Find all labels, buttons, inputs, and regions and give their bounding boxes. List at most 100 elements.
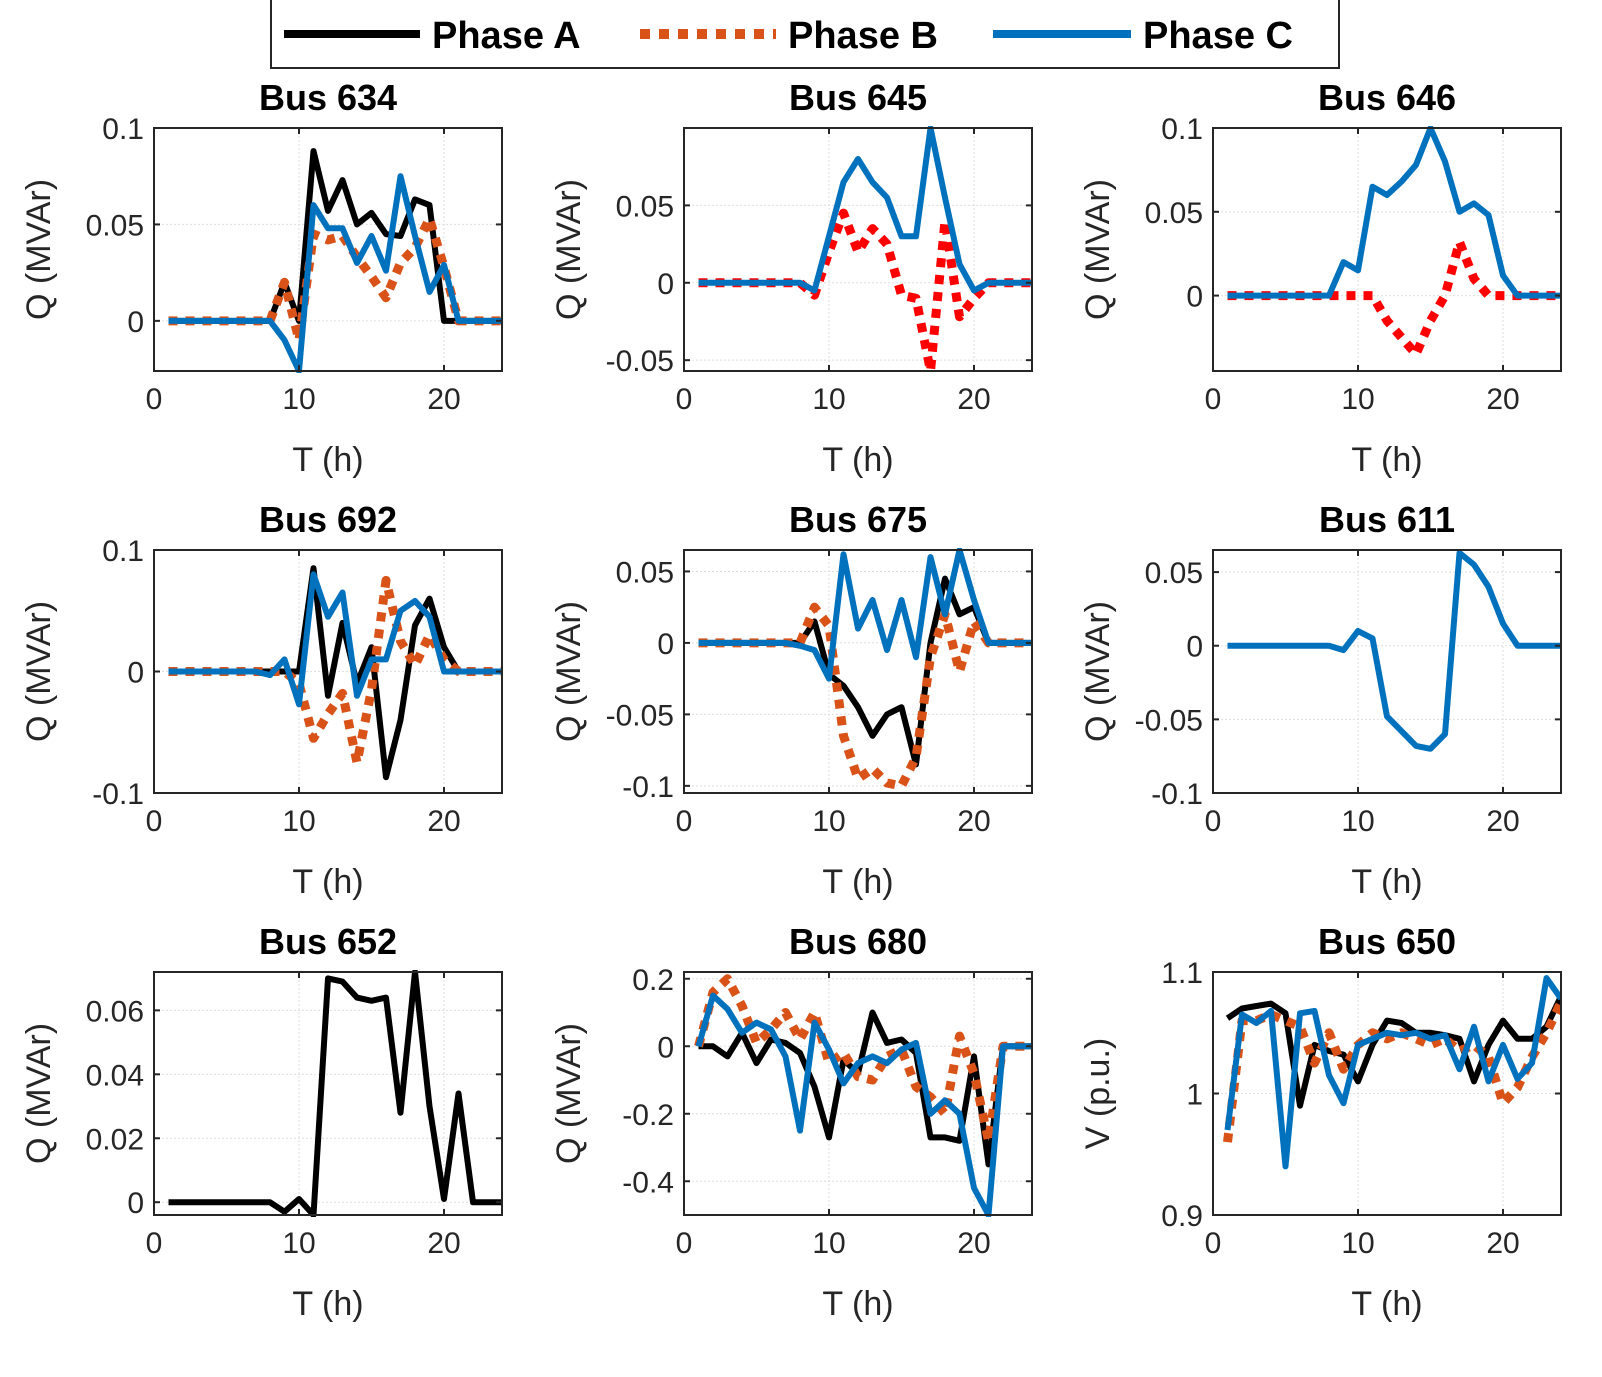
y-tick-label: 0.02 [86,1123,144,1156]
panel-title: Bus 634 [259,77,397,118]
y-tick-label: 0.2 [632,964,674,997]
axes-box [1212,549,1562,794]
panel-title: Bus 646 [1318,77,1456,118]
x-tick-label: 10 [282,383,315,416]
x-tick-label: 10 [282,805,315,838]
x-tick-label: 10 [812,805,845,838]
legend-label-phase-c: Phase C [1143,15,1293,57]
x-tick-label: 0 [1205,805,1222,838]
y-tick-label: 1.1 [1161,957,1203,990]
x-tick-label: 10 [812,1227,845,1260]
y-tick-label: 0.1 [102,113,144,146]
series-line-phase-c [698,548,1032,682]
plot-area [1213,128,1561,371]
x-axis-label: T (h) [822,441,893,479]
plot-area [154,128,502,371]
y-axis-label: Q (MVAr) [550,179,588,320]
y-axis-label: V (p.u.) [1079,1038,1117,1149]
panel-title: Bus 680 [789,921,927,962]
series-line-phase-c [698,126,1032,294]
series-line-phase-c [168,173,502,373]
axes-box [1212,127,1562,372]
x-tick-label: 10 [1341,805,1374,838]
x-tick-label: 20 [957,1227,990,1260]
x-tick-label: 0 [676,1227,693,1260]
x-tick-label: 10 [1341,1227,1374,1260]
x-tick-label: 20 [427,383,460,416]
y-tick-label: 0.05 [616,556,674,589]
y-tick-label: -0.05 [606,345,674,378]
y-tick-label: 0.05 [616,190,674,223]
y-tick-label: -0.2 [622,1099,674,1132]
legend-label-phase-a: Phase A [432,15,581,57]
x-tick-label: 0 [676,383,693,416]
x-tick-label: 10 [812,383,845,416]
y-tick-label: 0 [657,268,674,301]
y-tick-label: 1 [1186,1079,1203,1112]
plot-area [684,550,1032,793]
y-axis-label: Q (MVAr) [20,179,58,320]
panel-bus-675: 0 10 20 -0.1 -0.05 0 0.05 Bus 675 T (h) Q (MVAr) [550,499,1033,901]
y-tick-label: 0.05 [86,209,144,242]
panel-title: Bus 650 [1318,921,1456,962]
panel-bus-611: 0 10 20 -0.1 -0.05 0 0.05 Bus 611 T (h) Q (MVAr) [1079,499,1562,901]
y-tick-label: 0 [127,306,144,339]
y-tick-label: -0.05 [606,699,674,732]
y-axis-label: Q (MVAr) [1079,601,1117,742]
x-axis-label: T (h) [822,1285,893,1323]
axes-box [153,127,503,372]
y-axis-label: Q (MVAr) [550,601,588,742]
panel-bus-634: 0 10 20 0 0.05 0.1 Bus 634 T (h) Q (MVAr) [20,77,503,479]
y-axis-label: Q (MVAr) [550,1023,588,1164]
x-tick-label: 10 [282,1227,315,1260]
x-axis-label: T (h) [1351,441,1422,479]
y-tick-label: 0.9 [1161,1200,1203,1233]
series-line-phase-c [1224,975,1561,1170]
axes-box [683,549,1033,794]
y-tick-label: 0 [657,628,674,661]
x-tick-label: 20 [1486,383,1519,416]
panel-bus-652: 0 10 20 0 0.02 0.04 0.06 Bus 652 T (h) Q (MVAr) [20,921,503,1323]
y-tick-label: 0.05 [1145,197,1203,230]
x-tick-label: 20 [427,1227,460,1260]
y-axis-label: Q (MVAr) [20,1023,58,1164]
y-axis-label: Q (MVAr) [20,601,58,742]
series-line-phase-c [695,992,1032,1217]
series-line-phase-b [694,974,1032,1146]
x-tick-label: 10 [1341,383,1374,416]
legend-label-phase-b: Phase B [788,15,938,57]
panel-title: Bus 645 [789,77,927,118]
y-tick-label: -0.1 [1151,778,1203,811]
panel-title: Bus 692 [259,499,397,540]
x-tick-label: 20 [427,805,460,838]
y-tick-label: 0 [1186,631,1203,664]
series-line-phase-a [1225,995,1561,1109]
y-tick-label: 0.1 [1161,113,1203,146]
legend: Phase A Phase B Phase C [270,0,1340,69]
panel-bus-650: 0 10 20 0.9 1 1.1 Bus 650 T (h) V (p.u.) [1079,921,1562,1323]
x-tick-label: 20 [1486,805,1519,838]
y-tick-label: -0.4 [622,1166,674,1199]
y-tick-label: 0.06 [86,995,144,1028]
panel-title: Bus 652 [259,921,397,962]
y-tick-label: -0.1 [622,771,674,804]
series-line-phase-c [1227,549,1561,752]
panel-title: Bus 675 [789,499,927,540]
series-line-phase-c [168,571,502,708]
x-tick-label: 0 [146,805,163,838]
y-tick-label: 0 [1186,281,1203,314]
y-tick-label: 0.1 [102,535,144,568]
y-tick-label: -0.05 [1135,704,1203,737]
x-axis-label: T (h) [292,441,363,479]
x-tick-label: 20 [957,805,990,838]
y-tick-label: 0 [127,1187,144,1220]
y-tick-label: 0 [657,1031,674,1064]
x-axis-label: T (h) [1351,863,1422,901]
series-line-phase-a [168,970,502,1217]
axes-box [683,971,1033,1216]
series-line-phase-b [1223,1000,1561,1143]
panel-title: Bus 611 [1319,499,1455,540]
